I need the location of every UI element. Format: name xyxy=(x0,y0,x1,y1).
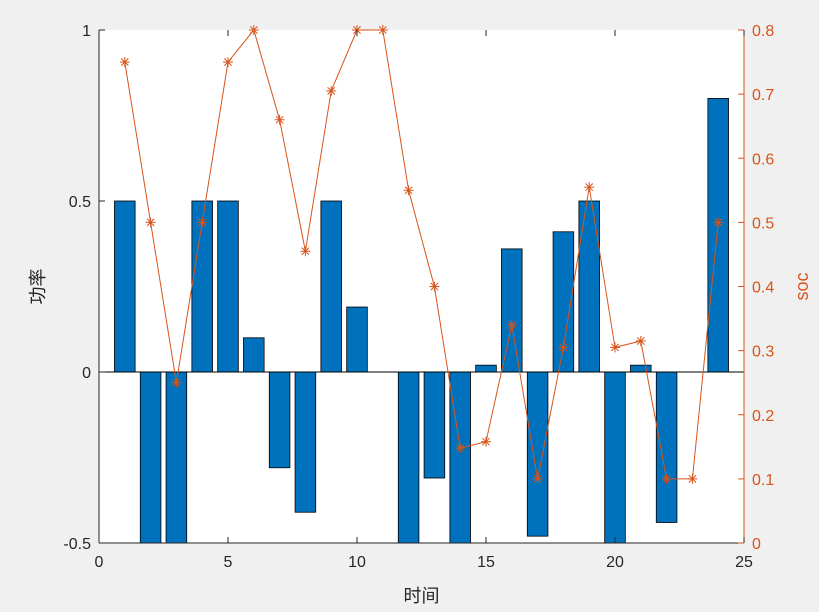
bar xyxy=(243,337,265,373)
soc-point-marker xyxy=(635,336,646,347)
bar xyxy=(114,200,136,373)
y-right-tick-label: 0 xyxy=(752,536,761,553)
soc-point-marker xyxy=(481,436,491,447)
y-right-tick-label: 0.8 xyxy=(752,23,774,40)
x-tick-label: 25 xyxy=(735,554,753,571)
x-tick-label: 20 xyxy=(606,554,624,571)
bar xyxy=(139,371,162,543)
soc-point-marker xyxy=(713,217,724,228)
y-right-tick-label: 0.6 xyxy=(752,151,774,168)
y-left-tick-label: 1 xyxy=(82,23,91,40)
y-left-tick-label: -0.5 xyxy=(63,536,91,553)
soc-line-series xyxy=(119,25,724,484)
y-left-tick-label: 0.5 xyxy=(69,194,91,211)
y-right-tick-label: 0.7 xyxy=(752,87,774,104)
soc-point-marker xyxy=(274,114,285,125)
bar xyxy=(578,200,600,373)
soc-point-marker xyxy=(455,443,466,454)
soc-point-marker xyxy=(584,182,595,193)
y-right-tick-label: 0.5 xyxy=(752,215,774,232)
soc-point-marker xyxy=(326,85,337,96)
bar xyxy=(397,371,420,543)
soc-point-marker xyxy=(145,217,156,228)
soc-point-marker xyxy=(687,473,698,484)
soc-point-marker xyxy=(197,217,208,228)
bar-series xyxy=(114,98,729,543)
y-right-tick-label: 0.4 xyxy=(752,280,774,297)
soc-point-marker xyxy=(429,281,440,292)
soc-point-marker xyxy=(506,319,517,330)
bar xyxy=(268,371,291,469)
bar xyxy=(526,371,549,537)
x-tick-label: 0 xyxy=(95,554,104,571)
soc-line xyxy=(124,28,719,480)
soc-point-marker xyxy=(532,473,543,484)
bar xyxy=(320,200,342,373)
tick-labels: 0 5 10 15 20 25-0.500.5100.10.20.30.40.50.60.… xyxy=(63,23,774,571)
soc-point-marker xyxy=(300,246,311,257)
bar xyxy=(294,371,317,513)
soc-point-marker xyxy=(377,25,388,35)
bar xyxy=(630,364,652,373)
bar xyxy=(475,364,497,373)
x-tick-label: 10 xyxy=(348,554,366,571)
y-right-tick-label: 0.2 xyxy=(752,408,774,425)
bar xyxy=(707,98,729,373)
soc-point-marker xyxy=(223,57,233,68)
x-tick-label: 5 xyxy=(224,554,233,571)
soc-point-marker xyxy=(403,185,414,196)
y-axis-left-label: 功率 xyxy=(28,269,49,305)
soc-point-marker xyxy=(661,473,672,484)
soc-point-marker xyxy=(610,342,620,353)
bar xyxy=(217,200,239,373)
y-axis-right-label: soc xyxy=(792,272,812,300)
bar xyxy=(655,371,678,523)
x-axis-label: 时间 xyxy=(404,586,440,607)
bar xyxy=(165,371,188,543)
y-right-tick-label: 0.1 xyxy=(752,472,774,489)
bar xyxy=(449,371,471,543)
soc-point-marker xyxy=(248,25,259,35)
y-left-tick-label: 0 xyxy=(82,365,91,382)
bar xyxy=(604,371,626,543)
bar xyxy=(423,371,446,479)
bar xyxy=(346,306,368,373)
x-tick-label: 15 xyxy=(477,554,495,571)
soc-point-marker xyxy=(558,342,569,353)
bar xyxy=(501,248,523,373)
y-right-tick-label: 0.3 xyxy=(752,344,774,361)
axes xyxy=(98,29,745,544)
soc-point-marker xyxy=(119,57,130,68)
soc-point-marker xyxy=(171,377,182,388)
